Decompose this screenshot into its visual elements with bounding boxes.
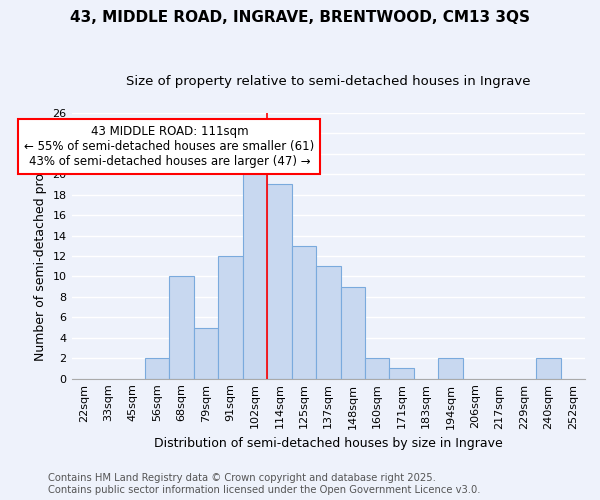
Bar	[439, 358, 463, 378]
Bar	[365, 358, 389, 378]
Title: Size of property relative to semi-detached houses in Ingrave: Size of property relative to semi-detach…	[126, 75, 530, 88]
Bar	[194, 328, 218, 378]
Bar	[243, 154, 267, 378]
Text: 43, MIDDLE ROAD, INGRAVE, BRENTWOOD, CM13 3QS: 43, MIDDLE ROAD, INGRAVE, BRENTWOOD, CM1…	[70, 10, 530, 25]
Text: 43 MIDDLE ROAD: 111sqm
← 55% of semi-detached houses are smaller (61)
43% of sem: 43 MIDDLE ROAD: 111sqm ← 55% of semi-det…	[24, 125, 314, 168]
Bar	[341, 286, 365, 378]
X-axis label: Distribution of semi-detached houses by size in Ingrave: Distribution of semi-detached houses by …	[154, 437, 503, 450]
Bar	[536, 358, 560, 378]
Y-axis label: Number of semi-detached properties: Number of semi-detached properties	[34, 130, 47, 362]
Bar	[218, 256, 243, 378]
Bar	[316, 266, 341, 378]
Bar	[389, 368, 414, 378]
Text: Contains HM Land Registry data © Crown copyright and database right 2025.
Contai: Contains HM Land Registry data © Crown c…	[48, 474, 481, 495]
Bar	[169, 276, 194, 378]
Bar	[267, 184, 292, 378]
Bar	[292, 246, 316, 378]
Bar	[145, 358, 169, 378]
